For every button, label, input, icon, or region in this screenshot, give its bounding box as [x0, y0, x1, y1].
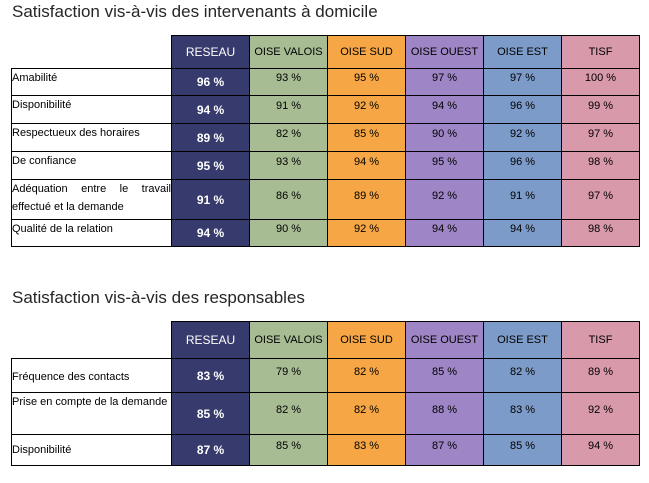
table-row: De confiance 95 % 93 % 94 % 95 % 96 % 98… — [11, 151, 640, 180]
row-label: Respectueux des horaires — [11, 123, 172, 152]
cell-oise-valois: 91 % — [249, 95, 328, 124]
cell-oise-est: 92 % — [483, 123, 562, 152]
cell-reseau: 96 % — [171, 68, 250, 96]
cell-reseau: 94 % — [171, 219, 250, 247]
table-row: Prise en compte de la demande 85 % 82 % … — [11, 392, 640, 435]
row-label: Prise en compte de la demande — [11, 392, 172, 435]
cell-reseau: 91 % — [171, 179, 250, 220]
cell-oise-est: 97 % — [483, 68, 562, 96]
cell-oise-valois: 86 % — [249, 179, 328, 220]
cell-oise-sud: 82 % — [327, 358, 406, 393]
column-header-tisf: TISF — [561, 35, 640, 69]
table-row: Qualité de la relation 94 % 90 % 92 % 94… — [11, 219, 640, 247]
header-empty-cell — [12, 36, 172, 69]
cell-tisf: 97 % — [561, 123, 640, 152]
table-row: Amabilité 96 % 93 % 95 % 97 % 97 % 100 % — [11, 68, 640, 96]
cell-oise-sud: 85 % — [327, 123, 406, 152]
cell-oise-sud: 94 % — [327, 151, 406, 180]
cell-oise-ouest: 87 % — [405, 434, 484, 466]
intervenants-table: RESEAU OISE VALOIS OISE SUD OISE OUEST O… — [11, 35, 640, 247]
cell-oise-ouest: 85 % — [405, 358, 484, 393]
row-label: Disponibilité — [11, 434, 172, 466]
cell-oise-est: 82 % — [483, 358, 562, 393]
cell-oise-ouest: 97 % — [405, 68, 484, 96]
cell-oise-est: 96 % — [483, 151, 562, 180]
cell-tisf: 98 % — [561, 151, 640, 180]
cell-oise-ouest: 94 % — [405, 95, 484, 124]
cell-reseau: 83 % — [171, 358, 250, 393]
cell-tisf: 99 % — [561, 95, 640, 124]
cell-oise-est: 91 % — [483, 179, 562, 220]
cell-oise-sud: 92 % — [327, 219, 406, 247]
column-header-oise-sud: OISE SUD — [327, 35, 406, 69]
cell-oise-est: 94 % — [483, 219, 562, 247]
cell-oise-valois: 93 % — [249, 68, 328, 96]
row-label: De confiance — [11, 151, 172, 180]
cell-reseau: 85 % — [171, 392, 250, 435]
cell-tisf: 89 % — [561, 358, 640, 393]
cell-reseau: 94 % — [171, 95, 250, 124]
row-label: Disponibilité — [11, 95, 172, 124]
cell-oise-ouest: 90 % — [405, 123, 484, 152]
cell-oise-est: 85 % — [483, 434, 562, 466]
column-header-oise-est: OISE EST — [483, 321, 562, 359]
cell-reseau: 89 % — [171, 123, 250, 152]
section-title-intervenants: Satisfaction vis-à-vis des intervenants … — [12, 2, 378, 21]
row-label: Amabilité — [11, 68, 172, 96]
section-title-responsables: Satisfaction vis-à-vis des responsables — [12, 288, 305, 307]
header-empty-cell — [12, 322, 172, 359]
table-header-row: RESEAU OISE VALOIS OISE SUD OISE OUEST O… — [12, 35, 640, 69]
cell-tisf: 100 % — [561, 68, 640, 96]
cell-oise-sud: 83 % — [327, 434, 406, 466]
column-header-oise-valois: OISE VALOIS — [249, 321, 328, 359]
cell-tisf: 94 % — [561, 434, 640, 466]
cell-oise-valois: 79 % — [249, 358, 328, 393]
row-label: Fréquence des contacts — [11, 358, 172, 393]
cell-tisf: 98 % — [561, 219, 640, 247]
table-row: Adéquation entre le travail effectué et … — [11, 179, 640, 220]
cell-oise-ouest: 94 % — [405, 219, 484, 247]
cell-reseau: 95 % — [171, 151, 250, 180]
cell-oise-ouest: 92 % — [405, 179, 484, 220]
cell-oise-valois: 90 % — [249, 219, 328, 247]
cell-oise-ouest: 95 % — [405, 151, 484, 180]
cell-oise-ouest: 88 % — [405, 392, 484, 435]
column-header-oise-sud: OISE SUD — [327, 321, 406, 359]
responsables-table: RESEAU OISE VALOIS OISE SUD OISE OUEST O… — [11, 321, 640, 466]
cell-tisf: 97 % — [561, 179, 640, 220]
table-row: Disponibilité 94 % 91 % 92 % 94 % 96 % 9… — [11, 95, 640, 124]
cell-oise-sud: 82 % — [327, 392, 406, 435]
cell-tisf: 92 % — [561, 392, 640, 435]
column-header-oise-ouest: OISE OUEST — [405, 35, 484, 69]
cell-oise-est: 96 % — [483, 95, 562, 124]
column-header-oise-valois: OISE VALOIS — [249, 35, 328, 69]
cell-oise-valois: 93 % — [249, 151, 328, 180]
cell-oise-sud: 89 % — [327, 179, 406, 220]
table-row: Disponibilité 87 % 85 % 83 % 87 % 85 % 9… — [11, 434, 640, 466]
column-header-oise-est: OISE EST — [483, 35, 562, 69]
table-row: Respectueux des horaires 89 % 82 % 85 % … — [11, 123, 640, 152]
cell-oise-est: 83 % — [483, 392, 562, 435]
column-header-reseau: RESEAU — [171, 321, 250, 359]
column-header-tisf: TISF — [561, 321, 640, 359]
cell-oise-valois: 85 % — [249, 434, 328, 466]
cell-oise-sud: 92 % — [327, 95, 406, 124]
cell-oise-valois: 82 % — [249, 123, 328, 152]
cell-oise-valois: 82 % — [249, 392, 328, 435]
row-label: Qualité de la relation — [11, 219, 172, 247]
column-header-reseau: RESEAU — [171, 35, 250, 69]
table-header-row: RESEAU OISE VALOIS OISE SUD OISE OUEST O… — [12, 321, 640, 359]
cell-reseau: 87 % — [171, 434, 250, 466]
row-label: Adéquation entre le travail effectué et … — [11, 179, 172, 220]
cell-oise-sud: 95 % — [327, 68, 406, 96]
table-row: Fréquence des contacts 83 % 79 % 82 % 85… — [11, 358, 640, 393]
column-header-oise-ouest: OISE OUEST — [405, 321, 484, 359]
